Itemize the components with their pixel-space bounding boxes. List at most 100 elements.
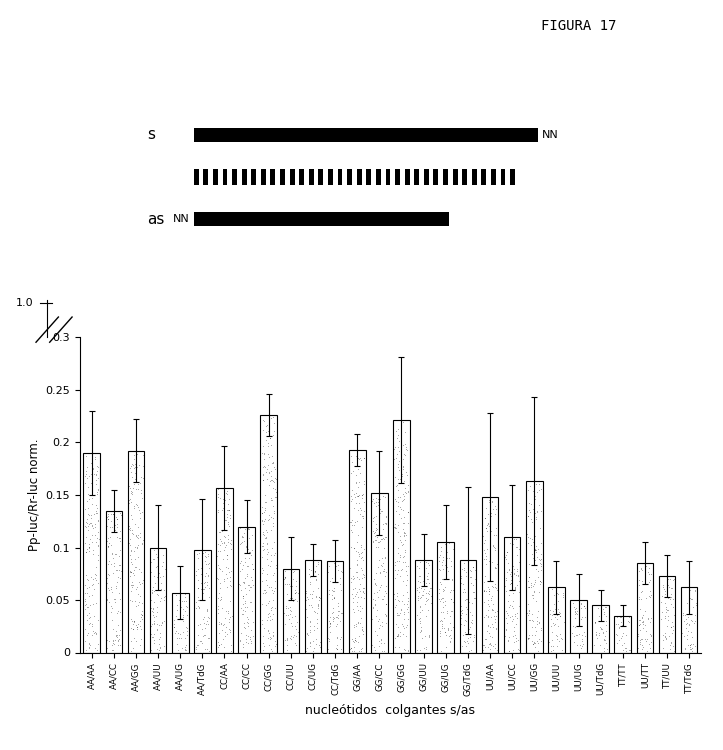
Point bbox=[212, 636, 223, 648]
Point bbox=[261, 538, 273, 550]
Bar bbox=[304, 560, 321, 652]
Point bbox=[155, 640, 166, 652]
Point bbox=[81, 518, 93, 530]
Point bbox=[525, 538, 536, 550]
Point bbox=[281, 644, 293, 656]
Point bbox=[369, 626, 381, 638]
Point bbox=[191, 640, 202, 652]
Point bbox=[179, 643, 191, 655]
Point bbox=[181, 625, 193, 637]
Point bbox=[389, 518, 401, 530]
Point bbox=[260, 584, 271, 596]
Point bbox=[335, 565, 346, 577]
Point bbox=[263, 596, 275, 608]
Point bbox=[129, 563, 140, 575]
Point bbox=[442, 624, 453, 636]
Point bbox=[80, 644, 92, 656]
Point bbox=[602, 644, 613, 656]
Point bbox=[401, 619, 413, 631]
Point bbox=[195, 562, 207, 574]
Point bbox=[168, 618, 179, 630]
Point bbox=[354, 452, 365, 464]
Point bbox=[262, 526, 273, 538]
Point bbox=[395, 460, 406, 472]
Text: 1.0: 1.0 bbox=[16, 298, 33, 307]
Bar bbox=[500, 169, 505, 185]
Point bbox=[335, 643, 347, 655]
Point bbox=[304, 575, 315, 587]
Point bbox=[217, 634, 228, 646]
Point bbox=[136, 506, 147, 518]
Point bbox=[375, 619, 386, 631]
Point bbox=[465, 616, 476, 628]
Point bbox=[663, 572, 675, 584]
Point bbox=[623, 616, 635, 628]
Point bbox=[547, 644, 559, 656]
Point bbox=[236, 602, 247, 614]
Point bbox=[642, 612, 654, 624]
Bar bbox=[460, 560, 476, 652]
Point bbox=[398, 527, 410, 539]
Point bbox=[390, 522, 401, 534]
Point bbox=[134, 526, 145, 538]
Point bbox=[455, 612, 467, 624]
Point bbox=[218, 488, 230, 500]
Point bbox=[489, 500, 500, 512]
Point bbox=[643, 576, 654, 588]
Point bbox=[222, 562, 234, 574]
Point bbox=[124, 494, 136, 506]
Bar bbox=[128, 451, 145, 652]
Point bbox=[239, 616, 250, 628]
Point bbox=[270, 602, 281, 613]
Point bbox=[395, 604, 406, 616]
Point bbox=[659, 610, 671, 622]
Point bbox=[92, 577, 103, 589]
Point bbox=[641, 632, 653, 644]
Point bbox=[375, 560, 386, 572]
Point bbox=[554, 610, 565, 622]
Point bbox=[177, 611, 189, 623]
Point bbox=[619, 642, 630, 654]
Point bbox=[399, 534, 411, 546]
Point bbox=[201, 557, 213, 569]
Point bbox=[179, 644, 190, 656]
Point bbox=[513, 600, 525, 612]
Point bbox=[258, 460, 270, 472]
Point bbox=[262, 537, 273, 549]
Point bbox=[259, 506, 270, 518]
Point bbox=[289, 620, 301, 632]
Point bbox=[535, 624, 547, 636]
Point bbox=[87, 573, 99, 585]
Point bbox=[213, 526, 225, 538]
Point bbox=[435, 646, 446, 658]
Point bbox=[234, 538, 246, 550]
Point bbox=[536, 622, 547, 634]
Point bbox=[332, 560, 343, 572]
Point bbox=[147, 632, 159, 644]
Point bbox=[683, 610, 694, 622]
Point bbox=[374, 514, 385, 526]
Point bbox=[269, 507, 281, 519]
Point bbox=[524, 532, 536, 544]
Point bbox=[241, 616, 253, 628]
Point bbox=[114, 524, 125, 536]
Point bbox=[197, 545, 208, 557]
Point bbox=[179, 591, 191, 603]
Point bbox=[86, 579, 98, 591]
Point bbox=[397, 440, 408, 452]
Point bbox=[107, 508, 119, 520]
Point bbox=[218, 538, 230, 550]
Point bbox=[393, 464, 405, 476]
Point bbox=[80, 598, 91, 610]
Point bbox=[306, 602, 317, 613]
Point bbox=[86, 620, 98, 632]
Point bbox=[324, 575, 335, 587]
Point bbox=[374, 581, 385, 593]
Point bbox=[309, 638, 321, 650]
Point bbox=[528, 585, 539, 597]
Bar bbox=[615, 616, 631, 652]
Point bbox=[482, 610, 494, 622]
Point bbox=[390, 556, 401, 568]
Point bbox=[380, 566, 392, 578]
Point bbox=[257, 537, 269, 549]
